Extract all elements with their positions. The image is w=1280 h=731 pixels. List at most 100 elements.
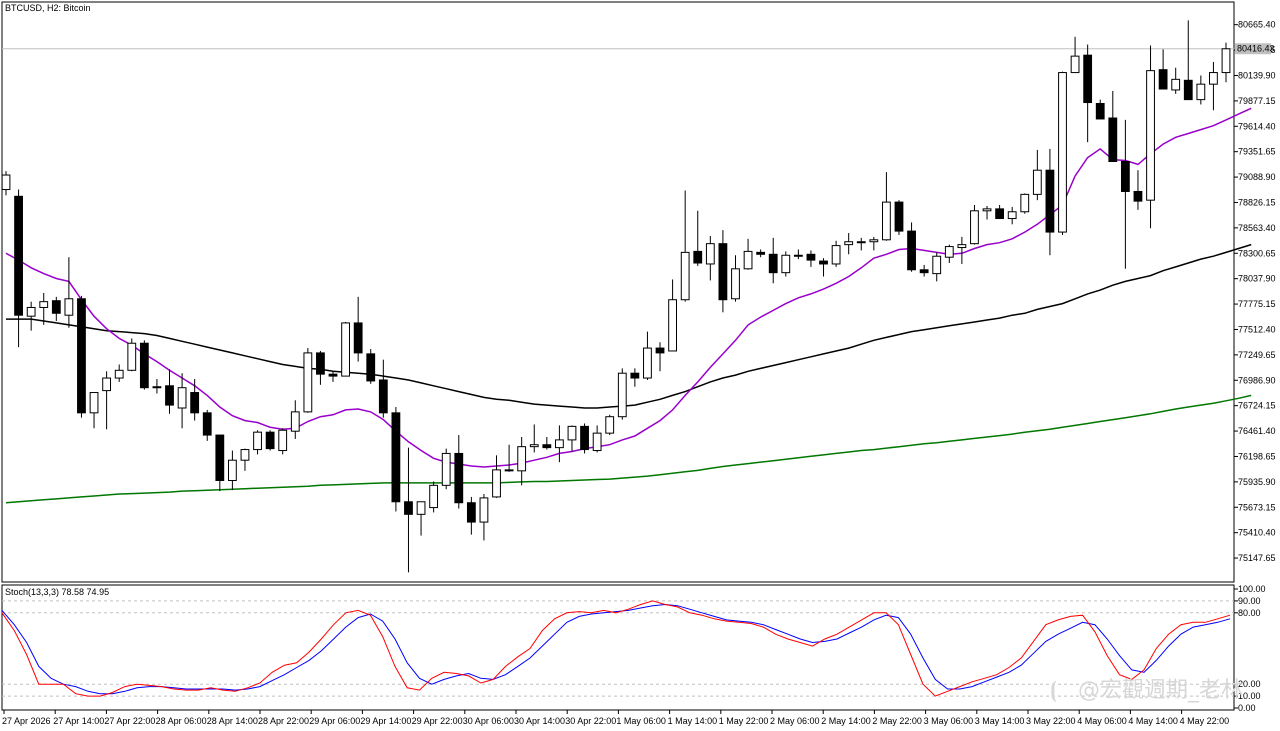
candle-body (504, 469, 514, 472)
watermark-logo-icon: ⦗ (1050, 678, 1057, 703)
price-tick-label: 78300.65 (1238, 248, 1276, 258)
candle-body (1058, 72, 1067, 233)
candle-body (1146, 70, 1155, 201)
candle (152, 379, 162, 394)
candle (1158, 49, 1168, 90)
candle (894, 200, 904, 235)
candle (617, 368, 627, 420)
candle-body (768, 253, 778, 274)
candle (1209, 61, 1218, 111)
candle (441, 448, 451, 490)
candle-body (202, 412, 212, 436)
candle-body (856, 241, 866, 244)
candle (995, 205, 1005, 220)
candle-body (328, 373, 338, 377)
candle (643, 331, 652, 380)
candle-body (114, 369, 124, 379)
time-tick-label: 28 Apr 06:00 (156, 716, 207, 726)
candle (51, 296, 61, 321)
candle-body (378, 379, 388, 414)
candle-body (492, 469, 501, 498)
candle-body (1045, 169, 1055, 233)
candle-body (693, 250, 703, 264)
price-tick-label: 77249.65 (1238, 350, 1276, 360)
time-tick-label: 4 May 06:00 (1077, 716, 1127, 726)
candle-body (542, 444, 552, 449)
candle-body (831, 245, 841, 265)
candle (1045, 148, 1055, 256)
candle (869, 236, 879, 251)
candle-body (919, 269, 929, 274)
candle (378, 359, 388, 418)
price-tick-label: 79614.40 (1238, 121, 1276, 131)
candle-body (982, 208, 992, 212)
candle-body (882, 201, 891, 241)
candle (781, 251, 791, 277)
candle (404, 447, 413, 573)
candle (39, 292, 49, 325)
stoch-tick-label: 0.00 (1238, 703, 1256, 713)
candle-body (39, 301, 49, 308)
candle (756, 249, 766, 258)
time-tick-label: 27 Apr 22:00 (104, 716, 155, 726)
candle-body (127, 342, 137, 371)
candle (668, 279, 677, 352)
candle (731, 255, 740, 302)
candle (680, 190, 690, 302)
candle (982, 205, 992, 220)
candle-body (479, 497, 489, 523)
time-tick-label: 1 May 06:00 (616, 716, 666, 726)
ma-fast-line (5, 107, 1252, 468)
candle (114, 364, 124, 382)
time-tick-label: 3 May 14:00 (975, 716, 1025, 726)
candle (567, 425, 577, 452)
candle (139, 340, 149, 390)
candle (517, 437, 527, 486)
candle-body (1133, 190, 1143, 202)
candle-body (731, 268, 740, 300)
candle-body (353, 322, 363, 354)
price-tick-label: 75147.65 (1238, 553, 1276, 563)
ma-slow-line (5, 394, 1252, 504)
candle-body (1070, 55, 1080, 74)
candle (932, 252, 942, 282)
candle (77, 295, 86, 418)
chart-title: BTCUSD, H2: Bitcoin (5, 3, 91, 13)
time-tick-label: 29 Apr 14:00 (360, 716, 411, 726)
candle-body (253, 431, 262, 451)
candle-body (630, 372, 640, 379)
candle-body (932, 255, 942, 275)
candle-body (705, 243, 715, 265)
candle (1083, 44, 1093, 143)
candle (1171, 67, 1181, 94)
candle-body (1158, 69, 1168, 90)
candle (127, 338, 137, 372)
price-tick-label: 79877.15 (1238, 96, 1276, 106)
candle-body (844, 241, 854, 246)
price-chart-frame[interactable] (1, 1, 1235, 583)
candle-body (64, 298, 74, 316)
candle-body (102, 377, 112, 392)
candle (1070, 36, 1080, 74)
candle-body (14, 195, 23, 316)
stoch-tick-label: 10.00 (1238, 691, 1261, 701)
candle (1032, 149, 1042, 201)
candle-body (152, 386, 162, 389)
price-tick-label: 78563.40 (1238, 223, 1276, 233)
candle-body (89, 392, 99, 414)
candle-body (139, 342, 149, 389)
price-tick-label: 77775.15 (1238, 299, 1276, 309)
candle-body (592, 432, 602, 452)
candle (391, 407, 401, 512)
candle (919, 264, 929, 277)
candle-body (743, 250, 753, 270)
time-axis: 27 Apr 2026 27 Apr 14:00 27 Apr 22:00 28 Ap… (2, 710, 1229, 726)
time-tick-label: 30 Apr 14:00 (514, 716, 565, 726)
candle-body (555, 439, 564, 449)
candle-body (316, 352, 325, 375)
stochastic-lines (1, 600, 1231, 697)
candle-body (1209, 72, 1218, 85)
candle (165, 369, 174, 414)
indicator-label: Stoch(13,3,3) 78.58 74.95 (5, 587, 109, 597)
candle (1007, 206, 1017, 225)
